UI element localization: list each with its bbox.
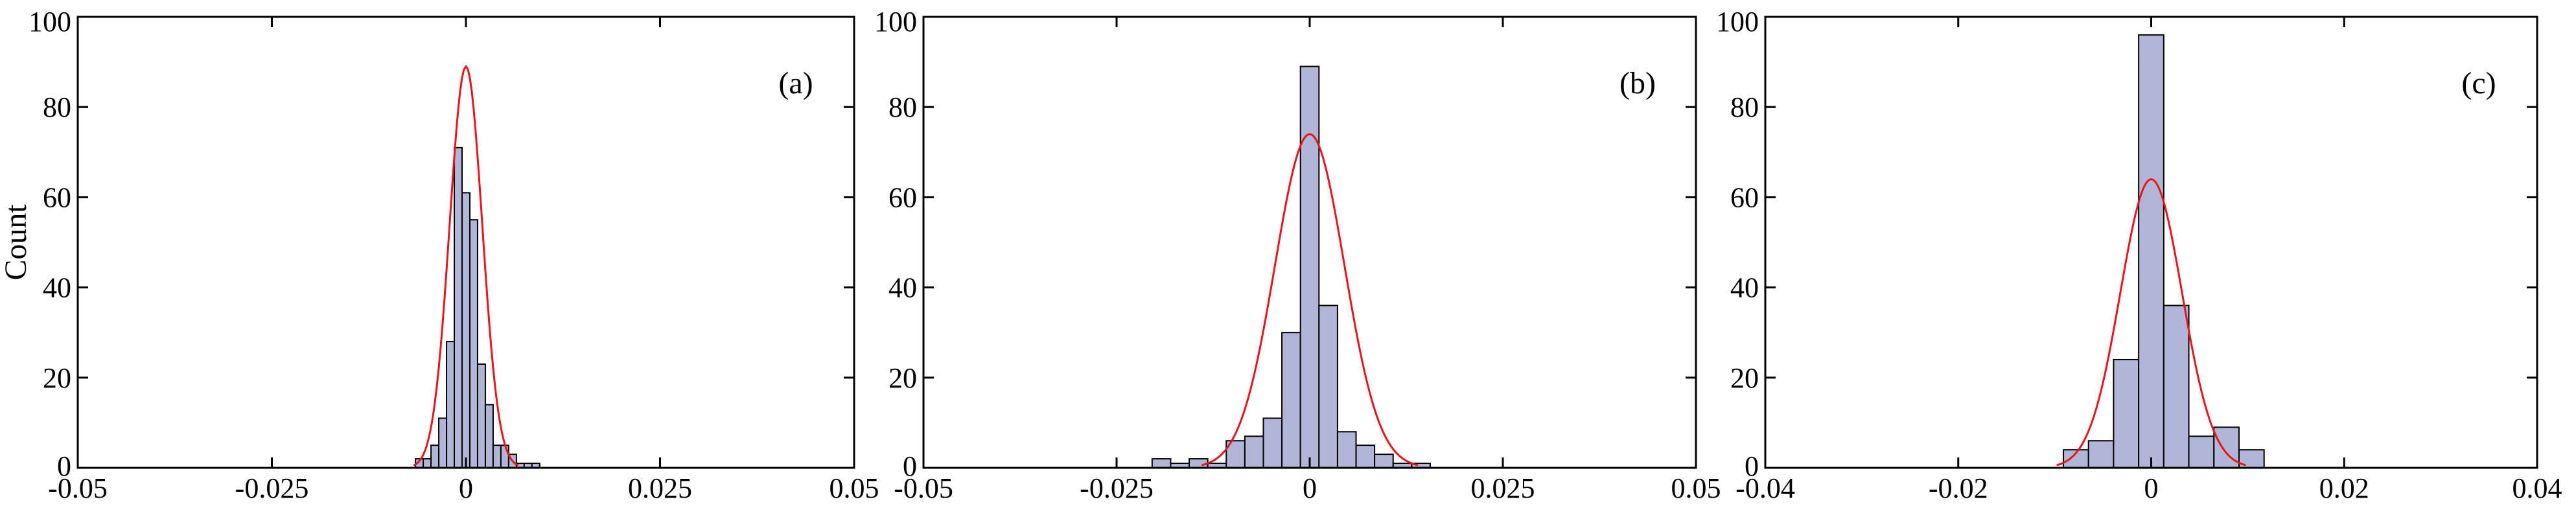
- y-tick-label: 80: [888, 91, 917, 123]
- x-tick-label: 0.04: [2512, 472, 2562, 504]
- histogram-bar: [2087, 440, 2115, 468]
- x-tick-label: -0.05: [894, 472, 953, 504]
- histogram-bar: [1374, 454, 1394, 468]
- histogram-bar: [500, 444, 509, 469]
- y-tick-label: 40: [888, 272, 917, 304]
- histogram-bar: [454, 146, 463, 468]
- x-tick-label: 0: [1303, 472, 1317, 504]
- x-tick-label: -0.025: [235, 472, 309, 504]
- histogram-bar: [2188, 435, 2215, 469]
- y-tick-label: 20: [888, 362, 917, 394]
- histogram-bar: [476, 363, 486, 468]
- histogram-bar: [438, 417, 448, 468]
- chart-panel-2: -0.05 -0.025 0 0.025 0.05 0 20 40 60 80 100 (b): [874, 6, 1721, 504]
- y-axis-title: Count: [0, 204, 33, 281]
- histogram-bar: [1244, 435, 1264, 469]
- y-tick-label: 40: [1730, 272, 1759, 304]
- histogram-bar: [1355, 444, 1376, 469]
- x-tick-label: 0.025: [1471, 472, 1535, 504]
- histogram-bar: [469, 219, 478, 468]
- x-tick-label: -0.02: [1929, 472, 1988, 504]
- y-tick-label: 20: [43, 362, 71, 394]
- histogram-bar: [492, 444, 502, 469]
- panel-label: (a): [778, 66, 813, 100]
- y-tick-label: 40: [43, 272, 71, 304]
- x-tick-label: 0: [2144, 472, 2159, 504]
- histogram-bar: [423, 458, 432, 469]
- histogram-bar: [1281, 332, 1301, 469]
- histogram-bar: [2163, 305, 2190, 468]
- panel-label: (b): [1619, 66, 1656, 100]
- x-tick-label: 0.05: [830, 472, 879, 504]
- histogram-bar: [430, 444, 440, 469]
- histogram-bar: [2113, 358, 2140, 469]
- x-tick-label: -0.05: [48, 472, 108, 504]
- histogram-bar: [446, 341, 456, 468]
- y-tick-label: 0: [903, 450, 917, 482]
- y-tick-label: 60: [888, 181, 917, 213]
- y-tick-label: 80: [43, 91, 71, 123]
- histogram-bar: [1318, 305, 1338, 468]
- y-tick-label: 100: [29, 6, 71, 38]
- histogram-bar: [1299, 65, 1320, 468]
- histogram-bar: [461, 192, 470, 468]
- histogram-bar: [484, 404, 494, 468]
- x-tick-label: 0: [459, 472, 473, 504]
- x-tick-label: 0.02: [2319, 472, 2369, 504]
- x-tick-label: -0.025: [1080, 472, 1154, 504]
- chart-panel-1: -0.05 -0.025 0 0.025 0.05 0 20 40 60 80 100 (a) Coun…: [0, 6, 879, 504]
- y-tick-label: 0: [1745, 450, 1759, 482]
- y-tick-label: 20: [1730, 362, 1759, 394]
- y-tick-label: 0: [57, 450, 71, 482]
- histogram-bar: [2138, 34, 2164, 468]
- x-tick-label: 0.025: [628, 472, 692, 504]
- histogram-bar: [1262, 417, 1283, 468]
- gaussian-fit-line: [1201, 133, 1419, 467]
- x-tick-label: -0.04: [1735, 472, 1795, 504]
- y-tick-label: 80: [1730, 91, 1759, 123]
- gaussian-fit-line: [413, 64, 519, 467]
- y-tick-label: 100: [874, 6, 917, 38]
- y-tick-label: 100: [1716, 6, 1759, 38]
- histogram-bar: [1151, 458, 1172, 469]
- gaussian-fit-line: [2056, 178, 2246, 467]
- y-tick-label: 60: [43, 181, 71, 213]
- chart-panel-3: -0.04 -0.02 0 0.02 0.04 0 20 40 60 80 100 (c): [1716, 6, 2562, 504]
- y-tick-label: 60: [1730, 181, 1759, 213]
- panel-label: (c): [2461, 66, 2496, 100]
- x-tick-label: 0.05: [1671, 472, 1721, 504]
- histogram-bar: [1336, 431, 1357, 469]
